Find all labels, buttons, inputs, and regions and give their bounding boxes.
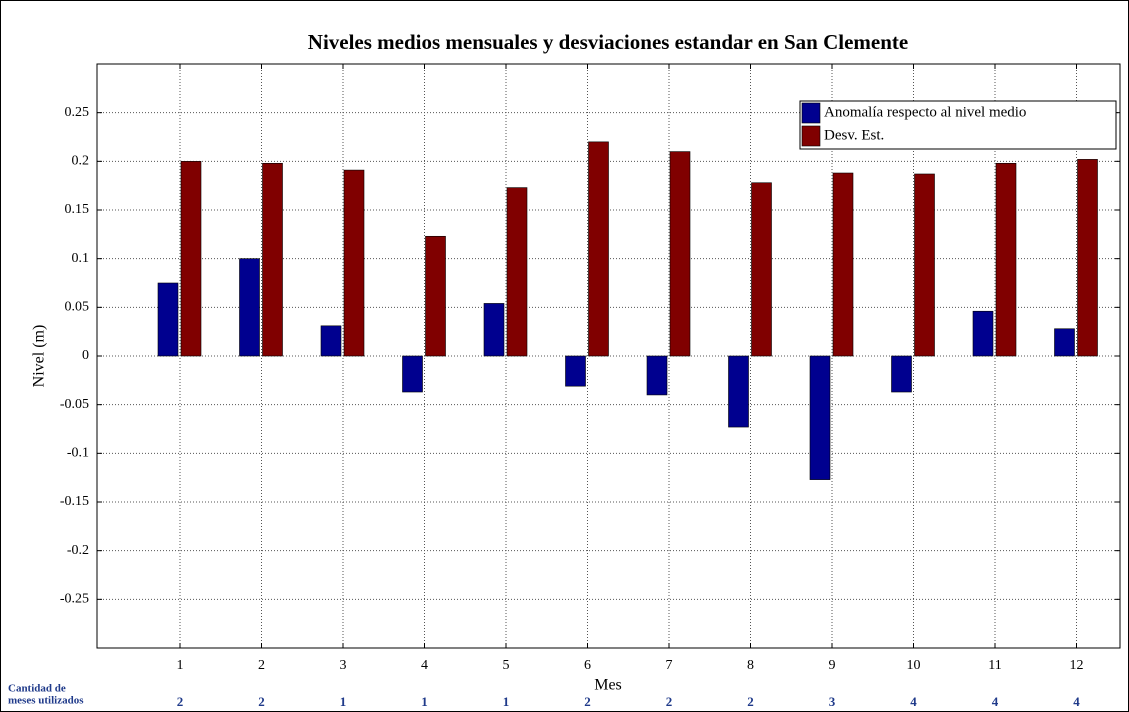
plot-frame: [96, 63, 1121, 649]
bar: [809, 355, 831, 480]
y-tick-label: -0.1: [67, 446, 89, 461]
x-tick-label: 8: [747, 658, 754, 673]
count-value: 1: [503, 694, 510, 709]
x-axis-label: Mes: [594, 677, 622, 694]
bar: [343, 169, 365, 357]
count-label: Cantidad de: [8, 683, 66, 695]
bar: [832, 172, 854, 357]
chart-title: Niveles medios mensuales y desviaciones …: [308, 30, 908, 54]
count-value: 4: [1073, 694, 1080, 709]
count-value: 2: [747, 694, 754, 709]
legend-swatch: [801, 125, 821, 147]
x-tick-label: 6: [584, 658, 591, 673]
bar: [239, 258, 260, 357]
count-value: 2: [177, 694, 184, 709]
count-value: 2: [584, 694, 591, 709]
x-tick-label: 10: [907, 658, 921, 673]
y-axis-label: Nivel (m): [31, 325, 48, 388]
bar: [402, 355, 423, 393]
bar: [425, 235, 446, 357]
count-value: 1: [340, 694, 347, 709]
bar: [891, 355, 912, 393]
x-tick-label: 11: [988, 658, 1001, 673]
count-value: 4: [910, 694, 917, 709]
bar: [588, 141, 609, 357]
count-value: 4: [992, 694, 999, 709]
y-tick-label: -0.2: [67, 543, 89, 558]
x-tick-label: 2: [258, 658, 265, 673]
x-tick-label: 7: [666, 658, 673, 673]
y-tick-label: -0.25: [60, 592, 89, 607]
x-tick-label: 9: [829, 658, 836, 673]
bar: [914, 173, 935, 357]
y-tick-label: 0.15: [65, 202, 90, 217]
legend-label: Desv. Est.: [824, 127, 884, 143]
x-tick-label: 4: [421, 658, 428, 673]
x-tick-label: 5: [503, 658, 510, 673]
bar: [1077, 159, 1098, 357]
count-value: 3: [829, 694, 836, 709]
bar: [320, 325, 342, 357]
bar: [483, 303, 505, 357]
x-tick-label: 3: [340, 658, 347, 673]
bar: [180, 161, 202, 357]
y-tick-label: 0: [82, 348, 89, 363]
bar: [972, 310, 994, 357]
y-tick-label: 0.05: [65, 300, 90, 315]
bar: [751, 182, 772, 357]
count-value: 1: [421, 694, 428, 709]
count-value: 2: [258, 694, 265, 709]
legend-box: [799, 100, 1117, 150]
y-tick-label: -0.15: [60, 494, 89, 509]
bar: [157, 282, 179, 357]
bar: [669, 151, 691, 357]
y-tick-label: 0.1: [72, 251, 90, 266]
x-tick-label: 12: [1070, 658, 1084, 673]
bar: [506, 187, 528, 357]
bar: [565, 355, 586, 387]
y-tick-label: 0.25: [65, 105, 90, 120]
count-value: 2: [666, 694, 673, 709]
bar: [728, 355, 749, 428]
legend-swatch: [801, 102, 821, 124]
legend-label: Anomalía respecto al nivel medio: [824, 104, 1026, 120]
y-tick-label: -0.05: [60, 397, 89, 412]
bar: [995, 162, 1017, 357]
bar: [646, 355, 668, 396]
count-label: meses utilizados: [8, 695, 84, 707]
bar: [1054, 328, 1075, 357]
bar: [262, 162, 283, 357]
x-tick-label: 1: [177, 658, 184, 673]
y-tick-label: 0.2: [72, 154, 90, 169]
